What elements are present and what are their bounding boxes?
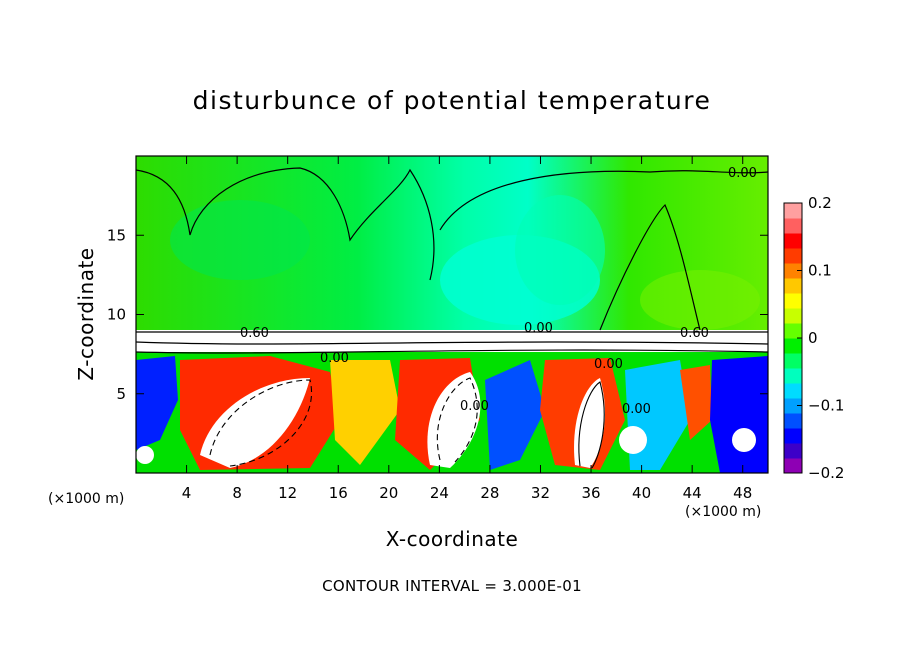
x-tick-label: 4 bbox=[182, 484, 192, 502]
colorbar-tick-label: 0.1 bbox=[808, 262, 832, 280]
contour-label: 0.60 bbox=[240, 326, 269, 341]
contour-line-lower bbox=[578, 381, 605, 469]
lower-white-region bbox=[136, 446, 154, 464]
x-unit-label: (×1000 m) bbox=[685, 504, 761, 520]
colorbar-swatch bbox=[784, 428, 802, 444]
contour-label: 0.00 bbox=[524, 321, 553, 336]
x-tick-label: 12 bbox=[278, 484, 297, 502]
colorbar-swatch bbox=[784, 338, 802, 354]
lower-white-region bbox=[574, 378, 606, 468]
colorbar-tick-label: −0.2 bbox=[808, 464, 844, 482]
contour-label: 0.00 bbox=[728, 166, 757, 181]
colorbar-swatch bbox=[784, 353, 802, 369]
contour-line-upper bbox=[599, 203, 701, 331]
x-tick-label: 8 bbox=[232, 484, 242, 502]
x-tick-label: 48 bbox=[733, 484, 752, 502]
y-tick-label: 10 bbox=[107, 306, 126, 324]
upper-cyan-patch bbox=[515, 195, 605, 305]
x-tick-label: 44 bbox=[683, 484, 702, 502]
contour-label: 0.60 bbox=[680, 326, 709, 341]
lower-red-region bbox=[680, 365, 712, 440]
colorbar-swatch bbox=[784, 323, 802, 339]
contour-label: 0.00 bbox=[460, 399, 489, 414]
z-unit-label: (×1000 m) bbox=[48, 491, 124, 507]
y-tick-label: 15 bbox=[107, 226, 126, 244]
contour-line-lower-dashed bbox=[436, 377, 478, 463]
lower-blue-region bbox=[710, 356, 768, 473]
upper-green-patch bbox=[170, 200, 310, 280]
contour-label: 0.00 bbox=[594, 357, 623, 372]
contour-line-upper bbox=[136, 167, 435, 281]
x-tick-label: 28 bbox=[480, 484, 499, 502]
y-axis-title: Z-coordinate bbox=[74, 247, 98, 380]
contour-interval-note: CONTOUR INTERVAL = 3.000E-01 bbox=[322, 577, 582, 595]
colorbar-swatch bbox=[784, 368, 802, 384]
colorbar-swatch bbox=[784, 263, 802, 279]
colorbar-swatch bbox=[784, 458, 802, 474]
upper-green-patch bbox=[640, 270, 760, 330]
x-tick-label: 32 bbox=[531, 484, 550, 502]
colorbar: 0.2 0.1 0 −0.1 −0.2 bbox=[783, 194, 844, 482]
colorbar-swatch bbox=[784, 203, 802, 219]
colorbar-swatch bbox=[784, 413, 802, 429]
contour-line-inversion bbox=[136, 331, 768, 354]
lower-white-region bbox=[732, 428, 756, 452]
colorbar-swatch bbox=[784, 293, 802, 309]
lower-white-region bbox=[200, 378, 310, 468]
colorbar-swatch bbox=[784, 308, 802, 324]
colorbar-swatch bbox=[784, 398, 802, 414]
contour-line-upper bbox=[439, 170, 768, 231]
x-tick-label: 16 bbox=[329, 484, 348, 502]
x-tick-label: 36 bbox=[581, 484, 600, 502]
x-tick-label: 24 bbox=[430, 484, 449, 502]
inversion-band bbox=[136, 330, 768, 352]
y-tick-label: 5 bbox=[116, 385, 126, 403]
colorbar-swatch bbox=[784, 383, 802, 399]
x-tick-label: 40 bbox=[632, 484, 651, 502]
colorbar-tick-label: 0.2 bbox=[808, 194, 832, 212]
contour-label: 0.00 bbox=[320, 351, 349, 366]
contour-label: 0.00 bbox=[622, 402, 651, 417]
colorbar-swatch bbox=[784, 248, 802, 264]
y-axis: 5 10 15 bbox=[107, 226, 768, 403]
contour-line-lower-dashed bbox=[209, 379, 312, 467]
colorbar-tick-label: 0 bbox=[808, 329, 818, 347]
lower-yellow-region bbox=[330, 360, 400, 465]
lower-blue-region bbox=[136, 356, 178, 450]
lower-white-region bbox=[619, 426, 647, 454]
colorbar-swatch bbox=[784, 278, 802, 294]
colorbar-tick-label: −0.1 bbox=[808, 397, 844, 415]
lower-blue-region bbox=[485, 360, 545, 470]
colorbar-swatch bbox=[784, 233, 802, 249]
plot-area bbox=[136, 156, 768, 473]
contour-labels: 0.00 0.60 0.00 0.00 0.60 0.00 0.00 0.00 bbox=[240, 166, 757, 417]
chart-title: disturbunce of potential temperature bbox=[192, 86, 712, 115]
x-tick-label: 20 bbox=[379, 484, 398, 502]
lower-white-region bbox=[427, 372, 481, 468]
x-axis-title: X-coordinate bbox=[386, 527, 519, 551]
x-axis: 4 8 12 16 20 24 28 32 36 40 44 48 bbox=[182, 156, 752, 502]
colorbar-swatch bbox=[784, 443, 802, 459]
colorbar-swatch bbox=[784, 218, 802, 234]
